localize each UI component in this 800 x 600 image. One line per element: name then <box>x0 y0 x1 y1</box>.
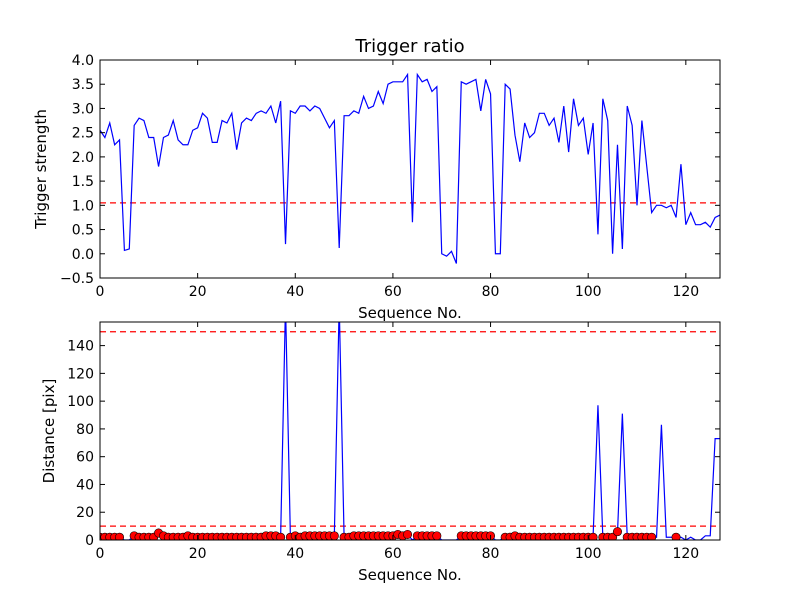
bottom-data-point <box>588 532 598 540</box>
chart-title: Trigger ratio <box>354 36 464 57</box>
top-y-tick-label: 2.5 <box>72 126 94 142</box>
bottom-x-tick-label: 100 <box>575 546 602 562</box>
bottom-axes-frame <box>99 321 721 541</box>
top-y-tick-label: 2.0 <box>72 150 94 166</box>
top-axes-frame <box>99 59 721 279</box>
top-y-tick-label: 0.0 <box>72 247 94 263</box>
bottom-ticks: 0 20 40 60 80 100 120 0 20 40 60 80 100 120 140 <box>67 322 720 562</box>
top-series-line <box>100 72 720 264</box>
bottom-x-tick-label: 0 <box>96 546 105 562</box>
bottom-y-tick-label: 60 <box>76 450 94 466</box>
bottom-y-tick-label: 80 <box>76 422 94 438</box>
bottom-y-axis-label: Distance [pix] <box>40 379 58 484</box>
bottom-data-point <box>432 531 442 540</box>
bottom-y-tick-label: 0 <box>85 533 94 549</box>
top-ticks: 0 20 40 60 80 100 120 −0.5 0.0 0.5 1.0 1.5 2.0 2.5 3.0… <box>60 53 720 300</box>
bottom-data-point <box>612 527 622 537</box>
bottom-x-tick-label: 20 <box>189 546 207 562</box>
top-y-tick-label: 0.5 <box>72 223 94 239</box>
bottom-data-point <box>276 532 286 540</box>
top-y-tick-label: 1.5 <box>72 174 94 190</box>
top-plot: Trigger ratio 0 20 40 60 80 100 120 −0.5 0.0 0.5 1… <box>32 36 721 322</box>
top-y-tick-label: 3.0 <box>72 101 94 117</box>
top-x-tick-label: 120 <box>672 284 699 300</box>
bottom-x-tick-label: 60 <box>384 546 402 562</box>
bottom-y-tick-label: 20 <box>76 505 94 521</box>
top-x-tick-label: 100 <box>575 284 602 300</box>
top-y-tick-label: −0.5 <box>60 271 94 287</box>
top-y-tick-label: 1.0 <box>72 198 94 214</box>
top-x-tick-label: 40 <box>286 284 304 300</box>
bottom-data-point <box>671 532 681 540</box>
top-x-tick-label: 0 <box>96 284 105 300</box>
bottom-x-axis-label: Sequence No. <box>358 566 462 584</box>
top-y-tick-label: 4.0 <box>72 53 94 69</box>
bottom-y-tick-label: 100 <box>67 394 94 410</box>
bottom-data-point <box>115 532 125 540</box>
top-plot-area <box>100 72 720 264</box>
bottom-plot: 0 20 40 60 80 100 120 0 20 40 60 80 100 120 140 Sequen… <box>40 321 721 584</box>
top-x-axis-label: Sequence No. <box>358 304 462 322</box>
top-x-tick-label: 60 <box>384 284 402 300</box>
top-y-axis-label: Trigger strength <box>32 109 50 230</box>
bottom-x-tick-label: 40 <box>286 546 304 562</box>
top-x-tick-label: 80 <box>482 284 500 300</box>
bottom-data-point <box>403 529 413 539</box>
top-y-tick-label: 3.5 <box>72 77 94 93</box>
bottom-data-point <box>647 532 657 540</box>
bottom-x-tick-label: 120 <box>672 546 699 562</box>
bottom-data-point <box>329 531 339 540</box>
bottom-x-tick-label: 80 <box>482 546 500 562</box>
bottom-y-tick-label: 120 <box>67 366 94 382</box>
top-x-tick-label: 20 <box>189 284 207 300</box>
bottom-y-tick-label: 140 <box>67 339 94 355</box>
bottom-y-tick-label: 40 <box>76 477 94 493</box>
